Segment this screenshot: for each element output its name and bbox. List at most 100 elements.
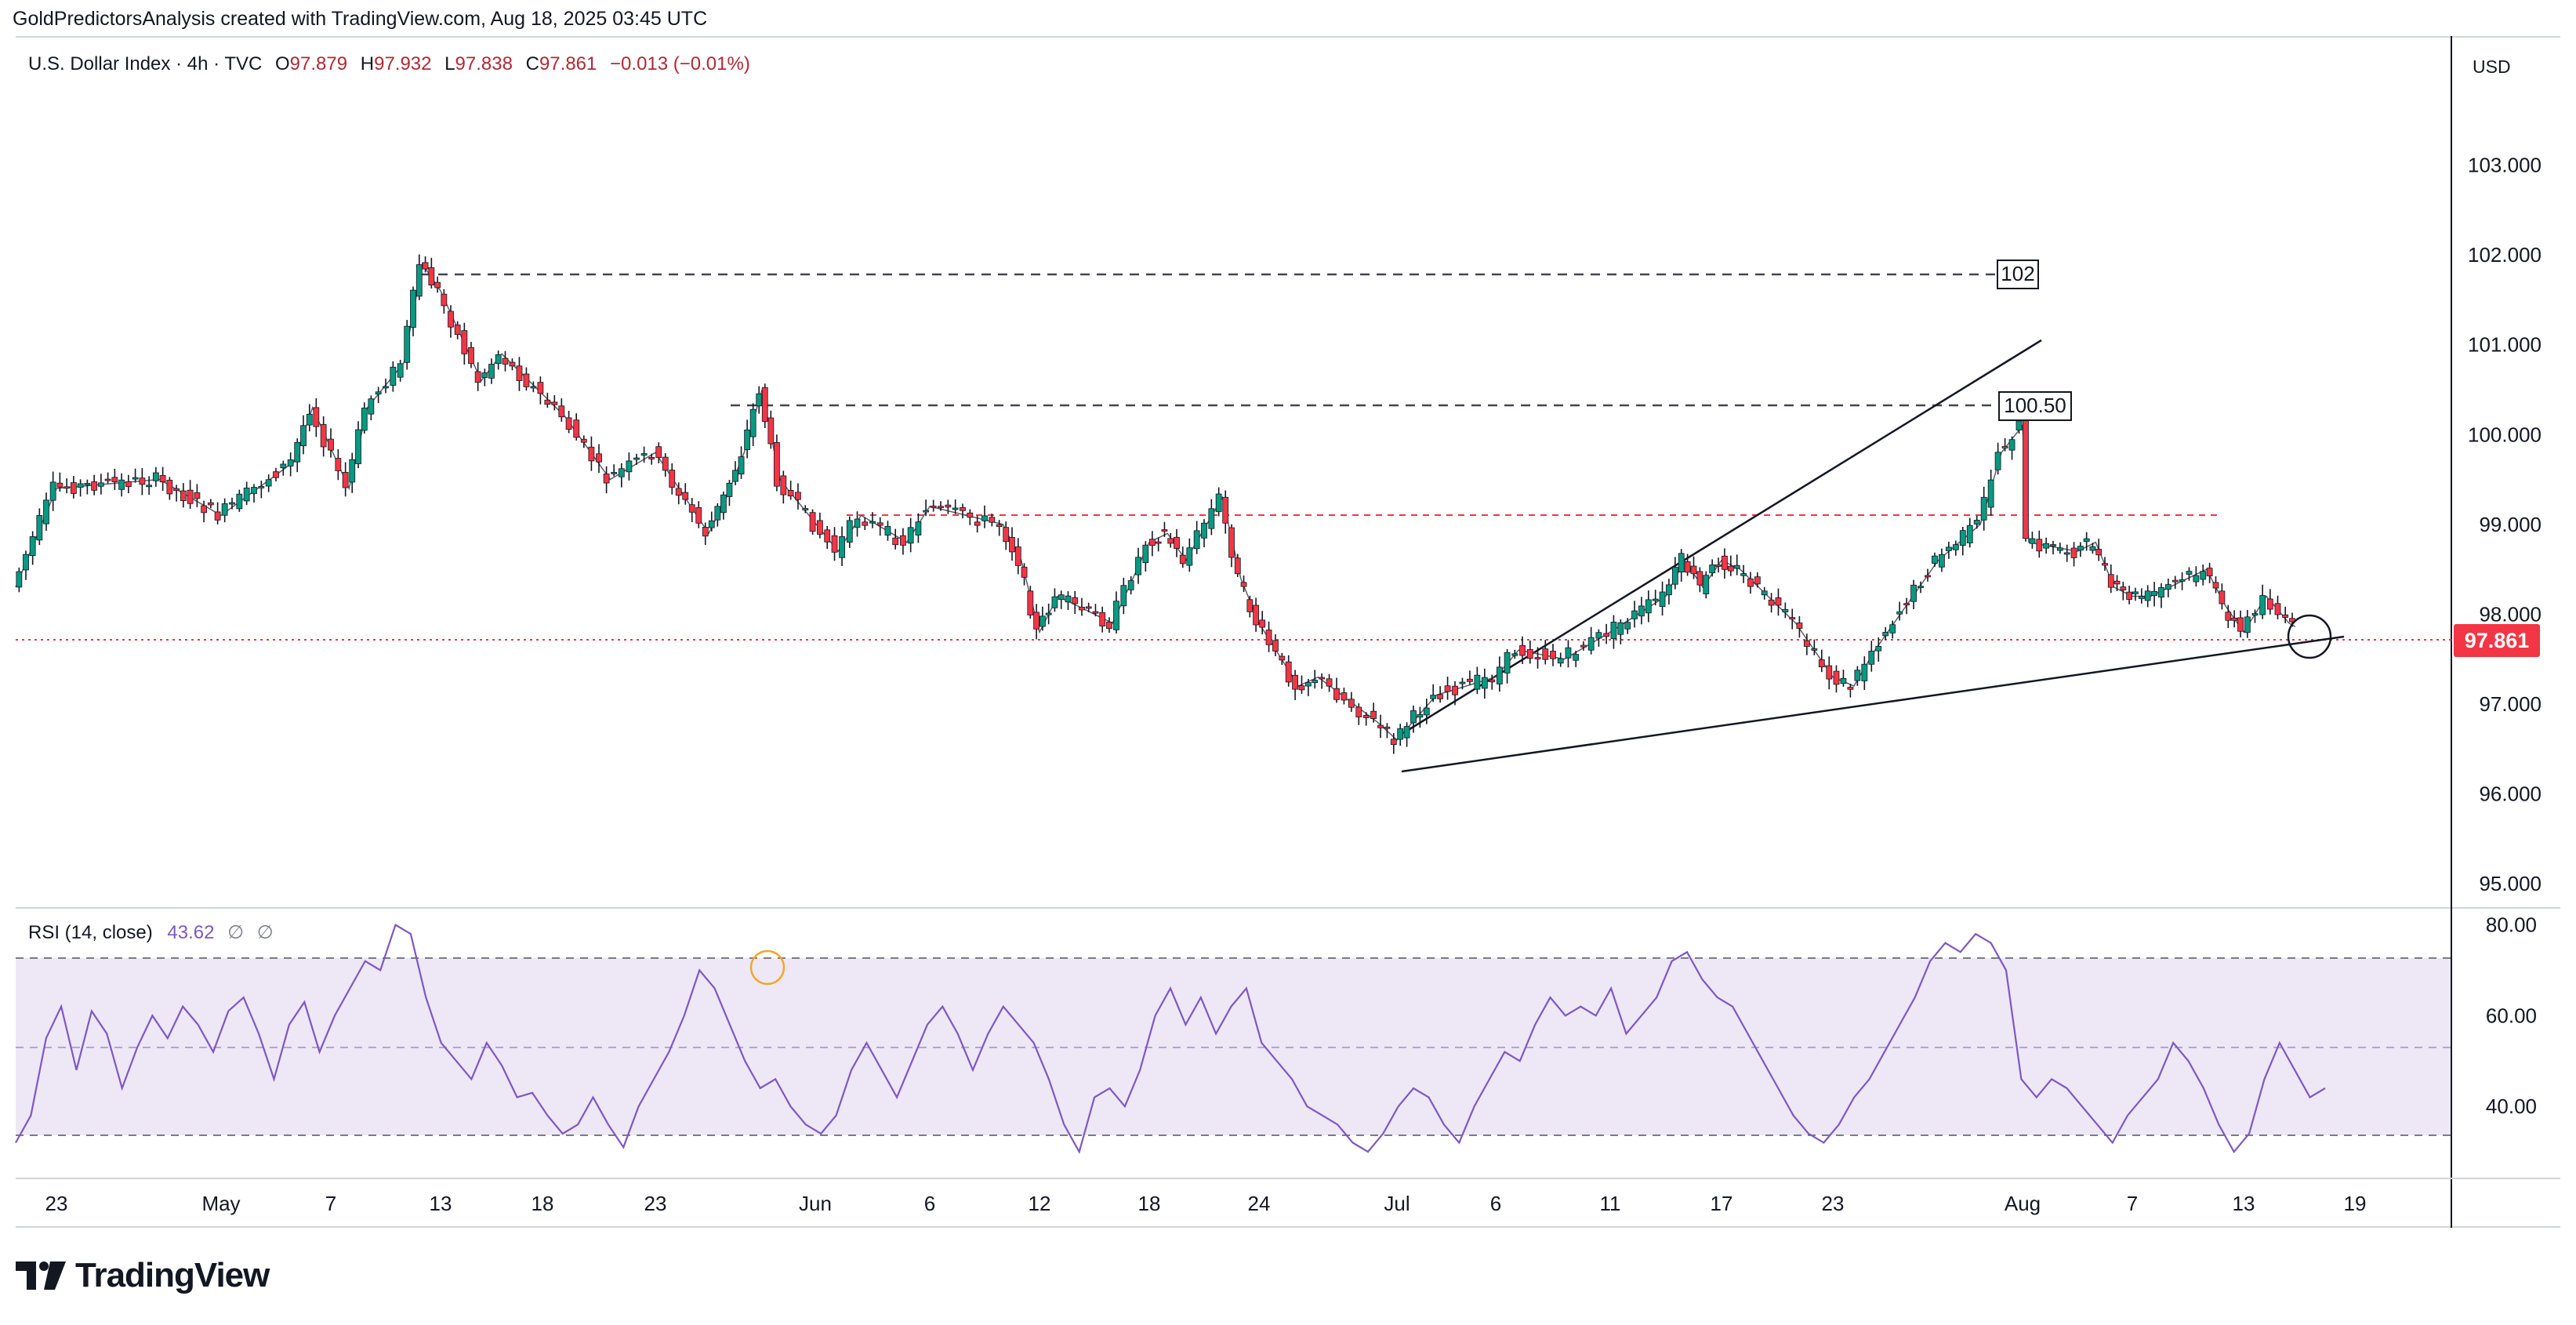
candle-up (2083, 538, 2090, 543)
candle-down (159, 475, 166, 483)
time-tick-label: 23 (45, 1192, 68, 1215)
candle-down (328, 438, 334, 451)
candle-down (662, 456, 669, 471)
time-axis[interactable]: 23 May 7 13 18 23 Jun 6 12 18 24 Jul 6 11 17 23 Aug 7 13 19 (45, 1192, 2367, 1215)
time-tick-label: Aug (2005, 1192, 2041, 1215)
candle-up (907, 527, 914, 544)
candle-up (1671, 566, 1678, 585)
candle-up (2050, 544, 2056, 546)
time-tick-label: Jul (1384, 1192, 1410, 1215)
rsi-axis[interactable]: 80.00 60.00 40.00 (2486, 913, 2537, 1119)
candle-down (1021, 566, 1028, 578)
candle-up (300, 425, 307, 447)
time-tick-label: 6 (1490, 1192, 1501, 1215)
candle-down (1715, 564, 1722, 567)
rsi-na-1: ∅ (227, 922, 245, 943)
candle-up (1678, 553, 1685, 573)
candle-down (1072, 597, 1079, 604)
candle-down (551, 401, 558, 405)
candle-down (1727, 565, 1734, 572)
candle-up (640, 453, 648, 456)
candle-up (1065, 595, 1072, 603)
candle-up (404, 325, 411, 363)
currency-label[interactable]: USD (2473, 56, 2511, 77)
candle-up (1973, 520, 1980, 525)
candle-down (824, 529, 831, 543)
candle-up (626, 460, 633, 473)
price-tick-label: 97.000 (2479, 692, 2542, 716)
rsi-circle-marker[interactable] (749, 949, 785, 986)
candle-up (1459, 681, 1466, 684)
candle-down (675, 488, 682, 496)
candle-up (1186, 547, 1193, 566)
candle-up (294, 441, 301, 463)
label-102-text: 102 (2001, 262, 2034, 285)
rsi-legend[interactable]: RSI (14, close) 43.62 ∅ ∅ (28, 921, 274, 944)
candle-down (1079, 606, 1085, 611)
candle-up (1417, 713, 1424, 718)
time-tick-label: 24 (1248, 1192, 1271, 1215)
high-value: 97.932 (374, 53, 432, 74)
low-label: L (444, 53, 455, 74)
candle-up (1587, 637, 1595, 651)
candle-up (1666, 584, 1672, 596)
candle-up (258, 486, 265, 488)
candle-down (1684, 561, 1691, 573)
candle-up (1840, 677, 1847, 684)
candle-up (2132, 591, 2139, 594)
time-tick-label: 13 (2233, 1192, 2255, 1215)
candle-up (118, 479, 125, 490)
candle-up (633, 457, 640, 460)
candle-up (2259, 595, 2266, 615)
chart-frame (16, 36, 2560, 1228)
candle-down (1179, 554, 1186, 564)
candle-down (1789, 617, 1796, 620)
last-price-badge: 97.861 (2454, 624, 2540, 657)
trendline-lower[interactable] (1401, 635, 2345, 773)
candle-up (221, 503, 228, 516)
candle-up (84, 483, 91, 485)
tradingview-logo[interactable]: TradingView (16, 1256, 270, 1295)
candle-up (1910, 584, 1917, 602)
price-tick-label: 95.000 (2479, 872, 2542, 895)
candle-up (1782, 608, 1789, 613)
candle-down (1384, 726, 1391, 729)
candle-down (831, 535, 838, 553)
candle-down (809, 512, 816, 532)
label-102[interactable]: 102 (1997, 260, 2039, 289)
circle-marker[interactable] (2287, 614, 2332, 659)
candle-down (1925, 575, 1931, 578)
candle-up (1565, 647, 1572, 659)
candle-down (1580, 644, 1587, 648)
candle-up (415, 264, 423, 297)
candle-up (1854, 670, 1861, 681)
candle-up (368, 398, 375, 415)
candle-up (1740, 573, 1747, 576)
candle-down (1014, 546, 1021, 566)
time-tick-label: 18 (1138, 1192, 1161, 1215)
candle-down (580, 438, 587, 443)
candle-down (1092, 611, 1099, 614)
candle-up (1952, 544, 1959, 550)
candle-down (1377, 724, 1384, 728)
candle-up (2186, 571, 2193, 575)
chart-credit: GoldPredictorsAnalysis created with Trad… (13, 8, 708, 30)
candle-up (846, 520, 853, 543)
candle-down (1696, 571, 1703, 586)
candle-up (243, 488, 250, 502)
candle-down (1259, 619, 1266, 628)
candle-down (474, 371, 481, 383)
candle-up (1058, 594, 1065, 601)
label-100-50[interactable]: 100.50 (1998, 391, 2072, 421)
price-axis[interactable]: 103.000 102.000 101.000 100.000 99.000 98.000… (2468, 154, 2542, 896)
candle-up (1312, 680, 1319, 684)
candle-up (618, 468, 625, 477)
candle-down (2001, 446, 2008, 448)
candle-up (1215, 493, 1222, 513)
candle-down (780, 475, 787, 496)
candle-down (1519, 644, 1526, 656)
candle-down (509, 361, 516, 367)
symbol-legend[interactable]: U.S. Dollar Index · 4h · TVC O97.879 H97… (28, 53, 750, 75)
candle-up (726, 482, 733, 497)
